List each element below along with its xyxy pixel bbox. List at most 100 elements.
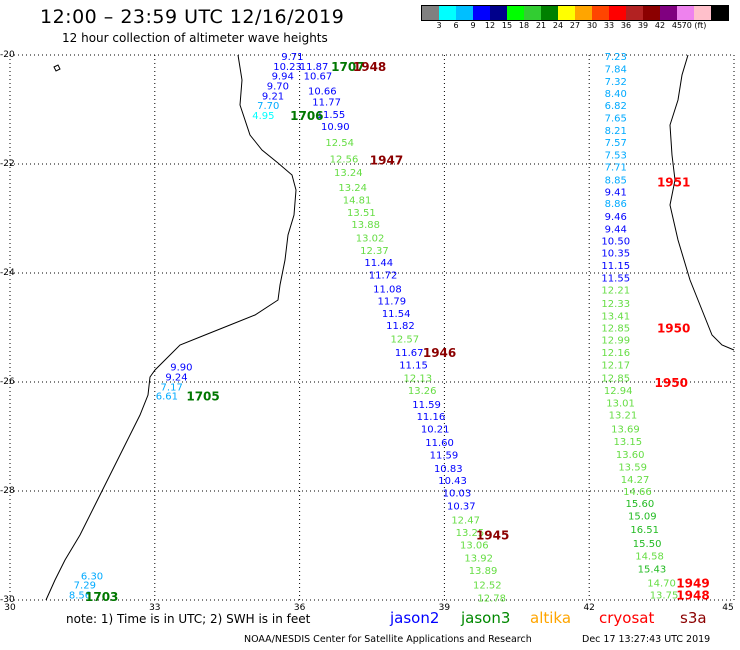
wave-height-value: 13.60 [616,450,645,461]
wave-height-value: 8.56 [69,591,91,602]
wave-height-value: 13.75 [650,591,679,602]
pass-time-label: 1705 [186,390,219,404]
wave-height-value: 8.21 [605,126,627,137]
wave-height-value: 13.06 [460,540,489,551]
wave-height-value: 11.60 [425,438,454,449]
generation-timestamp: Dec 17 13:27:43 UTC 2019 [582,634,711,645]
wave-height-value: 10.37 [447,502,476,513]
satellite-legend-altika: altika [530,609,572,627]
wave-height-value: 10.67 [304,72,333,83]
wave-height-value: 9.44 [605,224,627,235]
wave-height-value: 6.61 [156,392,178,403]
wave-height-value: 11.59 [430,450,459,461]
wave-height-value: 12.99 [601,335,630,346]
wave-height-value: 12.17 [601,361,630,372]
wave-height-value: 13.89 [469,566,498,577]
color-scale-label: 21 [535,21,547,30]
wave-height-value: 8.86 [605,199,627,210]
color-swatch [541,6,558,20]
pass-time-labels: 1703170517061707194819471946194519511950… [85,60,710,604]
wave-height-value: 15.60 [626,499,655,510]
longitude-tick-label: 33 [149,603,161,613]
wave-height-value: 11.16 [417,412,446,423]
pass-time-label: 1707 [331,60,364,74]
wave-height-value: 10.35 [601,248,630,259]
wave-height-value: 12.47 [451,515,480,526]
wave-height-value: 14.27 [621,475,650,486]
color-swatch [643,6,660,20]
wave-height-value: 14.81 [343,195,372,206]
wave-height-value: 10.50 [601,236,630,247]
color-scale-label: 6 [453,21,459,30]
color-scale-label: 3 [436,21,442,30]
pass-time-label: 1703 [85,590,118,604]
wave-height-value: 12.16 [601,348,630,359]
color-scale-label: 42 [654,21,666,30]
wave-height-value: 13.25 [456,528,485,539]
wave-height-value: 8.85 [605,175,627,186]
latitude-tick-label: -30 [0,595,15,605]
coastline-africa [45,54,297,601]
wave-height-value: 13.01 [606,399,635,410]
wave-height-value: 4.95 [252,111,274,122]
latitude-tick-label: -22 [0,159,15,169]
pass-time-label: 1948 [353,60,386,74]
wave-height-value: 11.55 [601,273,630,284]
color-swatch [439,6,456,20]
wave-height-value: 7.17 [161,382,183,393]
pass-time-label: 1950 [657,322,690,336]
wave-height-value: 10.90 [321,122,350,133]
wave-height-value: 9.71 [281,52,303,63]
wave-height-value: 7.70 [257,101,279,112]
color-swatch [490,6,507,20]
wave-height-value: 11.55 [317,110,346,121]
wave-height-value: 7.65 [605,114,627,125]
wave-height-value: 9.24 [165,373,187,384]
color-scale-label: 70 (ft) [681,21,707,30]
wave-height-value: 10.21 [421,424,450,435]
wave-height-value: 13.24 [338,183,367,194]
wave-height-value: 9.90 [170,363,192,374]
credit-line: NOAA/NESDIS Center for Satellite Applica… [244,634,532,645]
footnote: note: 1) Time is in UTC; 2) SWH is in fe… [66,612,311,626]
pass-time-label: 1947 [370,154,403,168]
color-swatch [609,6,626,20]
wave-height-value: 11.67 [395,348,424,359]
color-scale-label: 15 [501,21,513,30]
coastline-madagascar [669,54,735,351]
color-swatch [677,6,694,20]
longitude-tick-label: 36 [293,603,306,613]
color-swatch [524,6,541,20]
color-scale-label: 33 [603,21,615,30]
color-swatch [473,6,490,20]
color-swatch [592,6,609,20]
wave-height-value: 12.52 [473,581,502,592]
wave-height-value: 10.83 [434,464,463,475]
wave-height-value: 7.84 [605,65,627,76]
wave-height-value: 6.30 [81,571,103,582]
wave-height-value: 13.69 [611,424,640,435]
wave-height-value: 12.78 [477,593,506,604]
wave-height-value: 12.85 [601,324,630,335]
wave-height-value: 6.82 [605,101,627,112]
wave-height-value: 13.88 [351,220,380,231]
wave-height-value: 7.53 [605,151,627,162]
wave-height-value: 12.85 [601,374,630,385]
wave-height-value: 12.94 [604,386,633,397]
wave-height-value: 15.09 [628,512,657,523]
wave-height-value: 11.54 [382,309,411,320]
satellite-legend-jason2: jason2 [390,609,440,627]
page-subtitle: 12 hour collection of altimeter wave hei… [62,31,328,45]
wave-height-value: 11.79 [377,296,406,307]
wave-height-value: 12.57 [391,334,420,345]
satellite-tracks: 6.307.298.56 9.909.247.176.61 9.7110.239.9… [69,52,678,604]
pass-time-label: 1950 [655,376,688,390]
wave-height-value: 12.13 [404,374,433,385]
color-swatch [422,6,439,20]
color-swatch [558,6,575,20]
map-grid [9,54,735,601]
longitude-tick-label: 42 [583,603,595,613]
color-swatch [626,6,643,20]
island-outline [53,64,61,72]
map-canvas: 6.307.298.56 9.909.247.176.61 9.7110.239.9… [9,52,735,604]
